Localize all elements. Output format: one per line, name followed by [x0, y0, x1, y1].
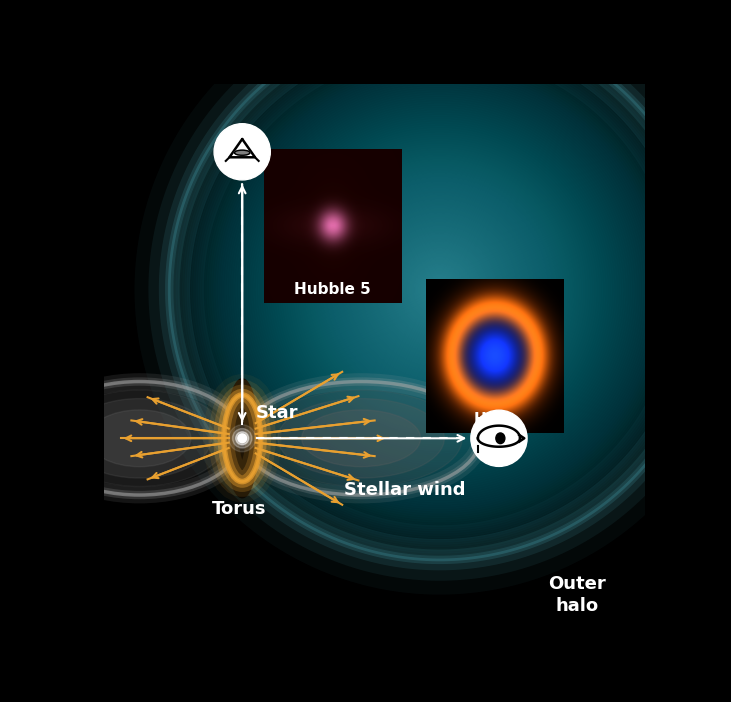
Circle shape [232, 428, 252, 448]
Ellipse shape [235, 150, 250, 155]
Ellipse shape [226, 379, 259, 498]
Ellipse shape [278, 399, 444, 478]
Ellipse shape [88, 410, 191, 467]
Ellipse shape [496, 433, 505, 444]
Text: Outer
halo: Outer halo [548, 575, 606, 615]
Ellipse shape [302, 410, 420, 467]
Circle shape [214, 124, 270, 180]
Text: Torus: Torus [212, 501, 267, 519]
Circle shape [238, 434, 246, 443]
Circle shape [229, 425, 256, 452]
Ellipse shape [37, 382, 242, 495]
Ellipse shape [260, 390, 462, 486]
Ellipse shape [242, 382, 480, 495]
Text: Stellar wind: Stellar wind [344, 481, 465, 498]
Ellipse shape [52, 390, 227, 486]
Ellipse shape [222, 392, 262, 484]
Ellipse shape [67, 399, 211, 478]
Text: Star: Star [256, 404, 298, 422]
Circle shape [471, 410, 527, 466]
Circle shape [235, 432, 249, 445]
